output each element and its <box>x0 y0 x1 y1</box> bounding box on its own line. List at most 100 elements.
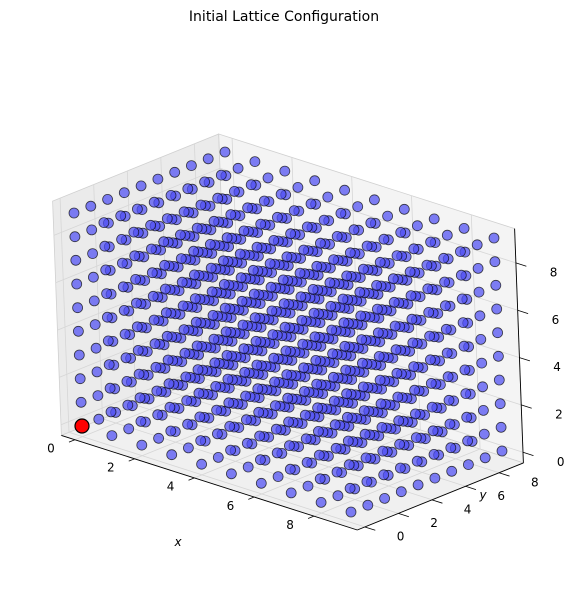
lattice-point <box>329 419 341 431</box>
lattice-point <box>222 373 234 385</box>
lattice-point <box>308 307 320 319</box>
lattice-point <box>150 361 162 373</box>
z-tick-label: 6 <box>552 313 560 327</box>
lattice-point <box>207 309 219 321</box>
lattice-point <box>327 371 339 383</box>
lattice-point <box>221 232 233 244</box>
lattice-point <box>128 226 140 238</box>
lattice-point <box>205 262 217 274</box>
lattice-point <box>292 181 304 193</box>
lattice-point <box>362 499 374 511</box>
lattice-point <box>118 304 130 316</box>
lattice-point <box>196 458 208 470</box>
lattice-point <box>410 432 422 444</box>
lattice-point <box>102 335 114 347</box>
lattice-point <box>327 348 339 360</box>
lattice-point <box>477 404 489 416</box>
lattice-point <box>344 247 356 259</box>
x-tick-mark <box>68 439 75 443</box>
lattice-point <box>337 293 349 305</box>
y-tick-mark <box>431 499 443 504</box>
x-tick-label: 0 <box>47 442 55 456</box>
lattice-point <box>459 364 471 376</box>
lattice-point <box>476 357 488 369</box>
z-tick-mark <box>522 451 534 456</box>
y-tick-label: 6 <box>497 489 505 503</box>
lattice-point <box>478 428 490 440</box>
x-tick-mark <box>307 515 315 519</box>
lattice-point <box>123 423 135 435</box>
lattice-point <box>390 344 402 356</box>
lattice-point <box>359 428 371 440</box>
lattice-point <box>100 264 112 276</box>
lattice-point <box>88 271 99 283</box>
lattice-point <box>218 278 230 290</box>
lattice-point <box>225 209 237 221</box>
lattice-point <box>106 430 118 442</box>
lattice-point <box>338 317 350 329</box>
lattice-point <box>409 384 421 396</box>
lattice-point <box>130 297 142 309</box>
lattice-point <box>228 185 240 197</box>
lattice-point <box>358 405 370 417</box>
lattice-point <box>268 352 280 364</box>
lattice-point <box>86 224 98 236</box>
x-tick-label: 4 <box>167 480 175 494</box>
lattice-point <box>192 364 204 376</box>
lattice-point <box>188 245 200 257</box>
x-tick-label: 6 <box>227 499 235 513</box>
lattice-point <box>210 380 222 392</box>
lattice-point <box>195 199 207 211</box>
lattice-point <box>145 243 157 255</box>
lattice-point <box>462 459 474 471</box>
lattice-point <box>75 396 87 408</box>
lattice-point <box>87 248 98 260</box>
lattice-point <box>341 270 353 282</box>
lattice-point <box>299 409 311 421</box>
lattice-point <box>71 278 83 290</box>
lattice-point <box>121 375 133 387</box>
z-tick-label: 2 <box>555 408 563 422</box>
lattice-point <box>458 340 470 352</box>
lattice-point <box>348 224 360 236</box>
lattice-point <box>339 340 351 352</box>
lattice-point <box>237 319 249 331</box>
lattice-point <box>372 327 384 339</box>
lattice-point <box>145 219 157 231</box>
lattice-point <box>295 291 307 303</box>
lattice-point <box>446 465 458 477</box>
tick-labels: 0 2 4 6 8 0 2 4 6 8 0 2 4 6 8 <box>47 262 565 544</box>
lattice-point <box>309 331 321 343</box>
lattice-point <box>339 184 351 196</box>
lattice-point <box>454 246 466 258</box>
y-axis-label: y <box>478 488 487 502</box>
lattice-point <box>73 325 84 337</box>
lattice-point <box>375 398 387 410</box>
lattice-point <box>307 283 319 295</box>
lattice-point <box>425 377 437 389</box>
lattice-point <box>220 326 232 338</box>
lattice-point <box>85 200 97 212</box>
lattice-point <box>298 244 310 256</box>
lattice-point <box>191 340 203 352</box>
lattice-point <box>208 215 220 227</box>
lattice-point <box>462 435 474 447</box>
lattice-point <box>178 206 190 218</box>
lattice-point <box>190 316 202 328</box>
lattice-point <box>169 166 181 178</box>
z-tick-mark <box>519 357 531 362</box>
lattice-point <box>211 404 223 416</box>
lattice-point <box>407 337 419 349</box>
lattice-point <box>89 319 101 331</box>
lattice-point <box>393 415 405 427</box>
lattice-point <box>423 306 435 318</box>
lattice-point <box>194 411 206 423</box>
lattice-point <box>69 231 81 243</box>
lattice-point <box>425 236 437 248</box>
lattice-point <box>269 376 281 388</box>
lattice-point <box>326 324 338 336</box>
lattice-point <box>439 276 451 288</box>
lattice-point <box>153 432 165 444</box>
z-tick-label: 4 <box>553 360 561 374</box>
lattice-point <box>283 416 295 428</box>
